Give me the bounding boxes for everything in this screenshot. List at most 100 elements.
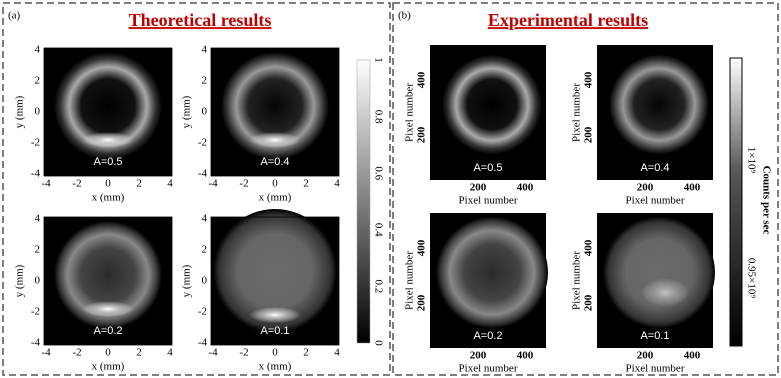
- x-tick-label: 4: [334, 178, 340, 190]
- ring: [603, 216, 715, 329]
- ring-highlight: [641, 278, 689, 307]
- colorbar-tick-label: 0.8: [372, 110, 384, 124]
- y-tick-label: 2: [202, 75, 208, 87]
- colorbar-tick-label: 1×10⁹: [745, 147, 757, 174]
- annotation: A=0.2: [473, 330, 502, 342]
- ring-highlight: [249, 307, 301, 323]
- colorbar-tick-label: 0.2: [372, 280, 384, 294]
- y-axis-label: Pixel number: [404, 251, 416, 310]
- colorbar-tick-label: 0: [372, 340, 384, 346]
- y-tick-label: 400: [583, 239, 595, 256]
- image-frame: [210, 216, 340, 346]
- y-tick-label: 0: [35, 275, 41, 287]
- x-tick-label: 0: [105, 178, 111, 190]
- annotation: A=0.4: [260, 156, 289, 168]
- y-tick-label: 4: [202, 213, 208, 225]
- y-tick-label: -2: [198, 137, 207, 149]
- y-tick-label: -4: [198, 168, 208, 180]
- x-tick-label: -2: [72, 347, 81, 359]
- x-tick-label: 0: [272, 178, 278, 190]
- y-tick-label: 200: [416, 126, 428, 143]
- colorbar: [356, 59, 371, 344]
- colorbar-tick-label: 0.6: [372, 166, 384, 180]
- x-axis-label: x (mm): [92, 192, 125, 204]
- y-axis-label: y (mm): [14, 264, 26, 297]
- x-tick-label: -4: [208, 178, 218, 190]
- x-axis-label: x (mm): [259, 361, 292, 373]
- x-axis-label: x (mm): [259, 192, 292, 204]
- ring-highlight: [82, 132, 134, 148]
- image-frame: [210, 47, 340, 177]
- panel-title: Experimental results: [488, 10, 648, 30]
- x-tick-label: -2: [239, 178, 248, 190]
- x-tick-label: 400: [684, 182, 701, 194]
- ring: [442, 54, 542, 155]
- ring: [221, 52, 329, 160]
- colorbar-tick-label: 1: [372, 57, 384, 63]
- x-tick-label: -2: [239, 347, 248, 359]
- ring: [609, 54, 709, 155]
- y-tick-label: 400: [416, 239, 428, 256]
- annotation: A=0.5: [473, 162, 502, 174]
- y-tick-label: 4: [202, 44, 208, 56]
- x-axis-label: Pixel number: [459, 363, 518, 375]
- x-tick-label: -2: [72, 178, 81, 190]
- image-frame: [43, 47, 173, 177]
- annotation: A=0.2: [93, 325, 122, 337]
- y-tick-label: 4: [35, 44, 41, 56]
- x-tick-label: 2: [136, 347, 142, 359]
- y-tick-label: -2: [31, 137, 40, 149]
- x-axis-label: Pixel number: [626, 195, 685, 207]
- y-tick-label: -4: [198, 337, 208, 349]
- panel-label: (b): [398, 10, 411, 22]
- y-tick-label: 200: [583, 294, 595, 311]
- y-axis-label: Pixel number: [404, 83, 416, 142]
- ring-highlight: [82, 301, 134, 317]
- x-tick-label: 0: [105, 347, 111, 359]
- x-tick-label: 200: [637, 182, 654, 194]
- x-axis-label: Pixel number: [459, 195, 518, 207]
- y-tick-label: 2: [35, 244, 41, 256]
- y-tick-label: 0: [202, 106, 208, 118]
- x-tick-label: 4: [167, 347, 173, 359]
- ring-highlight: [249, 132, 301, 148]
- ring: [54, 52, 162, 160]
- annotation: A=0.5: [93, 156, 122, 168]
- panel-border: [2, 2, 391, 376]
- x-tick-label: 4: [334, 347, 340, 359]
- x-tick-label: 2: [303, 178, 309, 190]
- y-tick-label: -4: [31, 168, 41, 180]
- y-tick-label: 200: [583, 126, 595, 143]
- colorbar-label: Counts per sec: [760, 166, 772, 235]
- y-tick-label: 400: [583, 71, 595, 88]
- x-axis-label: x (mm): [92, 361, 125, 373]
- x-tick-label: 2: [303, 347, 309, 359]
- y-axis-label: y (mm): [14, 95, 26, 128]
- annotation: A=0.4: [640, 162, 669, 174]
- x-tick-label: 400: [684, 350, 701, 362]
- x-tick-label: -4: [208, 347, 218, 359]
- panel-label: (a): [8, 10, 21, 22]
- y-tick-label: 200: [416, 294, 428, 311]
- y-tick-label: 2: [202, 244, 208, 256]
- x-tick-label: 0: [272, 347, 278, 359]
- colorbar-tick-label: 0.4: [372, 223, 384, 237]
- x-tick-label: -4: [41, 178, 51, 190]
- x-tick-label: 200: [470, 182, 487, 194]
- annotation: A=0.1: [260, 325, 289, 337]
- y-tick-label: 400: [416, 71, 428, 88]
- x-tick-label: 4: [167, 178, 173, 190]
- x-axis-label: Pixel number: [626, 363, 685, 375]
- y-axis-label: Pixel number: [571, 83, 583, 142]
- panel-title: Theoretical results: [129, 10, 272, 30]
- y-tick-label: -2: [31, 306, 40, 318]
- ring: [54, 221, 162, 329]
- x-tick-label: 200: [470, 350, 487, 362]
- y-tick-label: 0: [202, 275, 208, 287]
- y-tick-label: 2: [35, 75, 41, 87]
- colorbar-tick-label: 0.95×10⁹: [745, 258, 757, 298]
- y-tick-label: -4: [31, 337, 41, 349]
- y-axis-label: y (mm): [181, 264, 193, 297]
- annotation: A=0.1: [640, 330, 669, 342]
